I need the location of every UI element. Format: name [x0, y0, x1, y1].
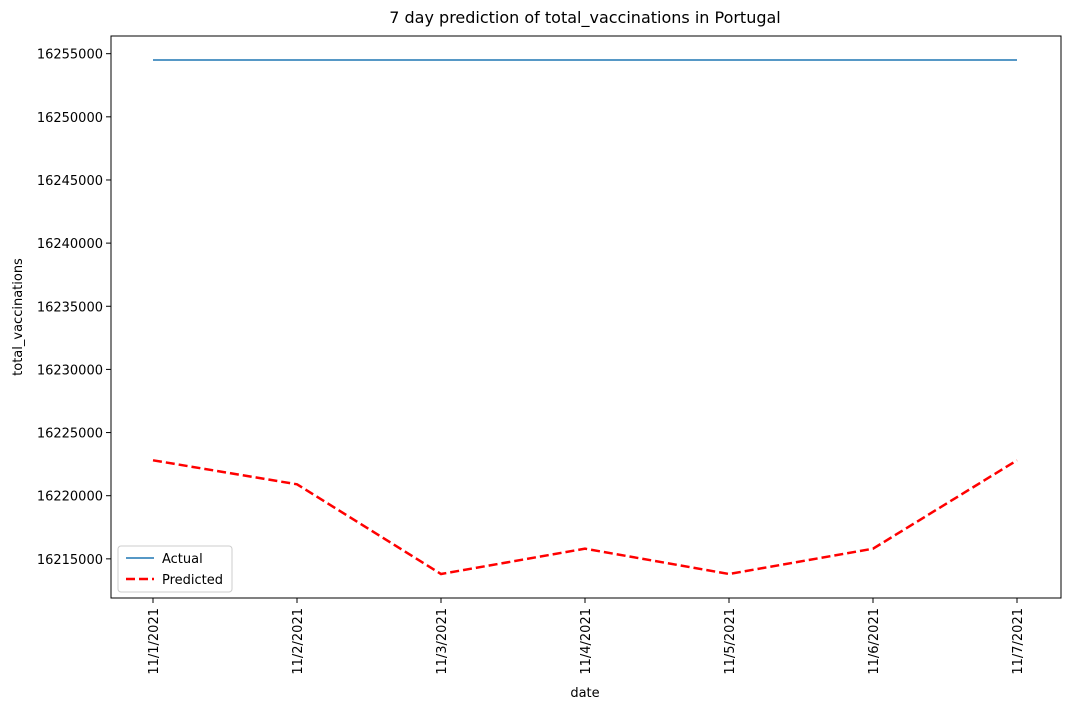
chart-title: 7 day prediction of total_vaccinations i…	[389, 8, 781, 28]
y-tick-label: 16225000	[37, 427, 103, 442]
y-tick-label: 16230000	[37, 363, 103, 378]
x-tick-label: 11/7/2021	[1011, 608, 1026, 675]
y-tick-label: 16220000	[37, 490, 103, 505]
x-axis: 11/1/2021 11/2/2021 11/3/2021 11/4/2021 11/5…	[147, 598, 1026, 675]
y-tick-label: 16240000	[37, 237, 103, 252]
x-tick-label: 11/5/2021	[723, 608, 738, 675]
series-line-predicted	[152, 459, 1018, 576]
legend-label-actual: Actual	[162, 552, 203, 567]
x-tick-label: 11/3/2021	[435, 608, 450, 675]
plot-area	[110, 35, 1062, 599]
y-tick-label: 16255000	[37, 48, 103, 63]
legend-label-predicted: Predicted	[162, 573, 223, 588]
y-tick-label: 16215000	[37, 553, 103, 568]
legend: Actual Predicted	[117, 545, 233, 593]
y-axis-label: total_vaccinations	[11, 258, 26, 376]
y-tick-label: 16250000	[37, 111, 103, 126]
x-tick-label: 11/4/2021	[579, 608, 594, 675]
y-tick-label: 16245000	[37, 174, 103, 189]
x-tick-label: 11/2/2021	[291, 608, 306, 675]
plot-frame	[110, 35, 1062, 599]
y-axis: 16215000 16220000 16225000 16230000 16235000…	[37, 48, 111, 568]
x-tick-label: 11/1/2021	[147, 608, 162, 675]
y-tick-label: 16235000	[37, 300, 103, 315]
x-tick-label: 11/6/2021	[867, 608, 882, 675]
x-axis-label: date	[570, 686, 599, 701]
